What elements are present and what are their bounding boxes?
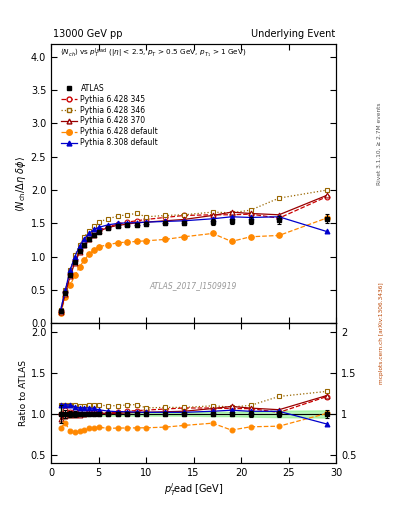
Y-axis label: Ratio to ATLAS: Ratio to ATLAS	[19, 360, 28, 426]
Text: mcplots.cern.ch [arXiv:1306.3436]: mcplots.cern.ch [arXiv:1306.3436]	[380, 282, 384, 383]
X-axis label: $p_T^l\!$ead [GeV]: $p_T^l\!$ead [GeV]	[164, 481, 223, 498]
Legend: ATLAS, Pythia 6.428 345, Pythia 6.428 346, Pythia 6.428 370, Pythia 6.428 defaul: ATLAS, Pythia 6.428 345, Pythia 6.428 34…	[61, 84, 158, 147]
Text: Rivet 3.1.10, ≥ 2.7M events: Rivet 3.1.10, ≥ 2.7M events	[377, 102, 382, 185]
Text: ATLAS_2017_I1509919: ATLAS_2017_I1509919	[150, 281, 237, 290]
Text: 13000 GeV pp: 13000 GeV pp	[53, 29, 123, 39]
Text: Underlying Event: Underlying Event	[251, 29, 335, 39]
Y-axis label: $\langle N_\mathrm{ch}/\Delta\eta\ \delta\phi\rangle$: $\langle N_\mathrm{ch}/\Delta\eta\ \delt…	[14, 156, 28, 211]
Text: $\langle N_{ch}\rangle$ vs $p_T^\mathrm{lead}$ ($|\eta|$ < 2.5, $p_T$ > 0.5 GeV,: $\langle N_{ch}\rangle$ vs $p_T^\mathrm{…	[60, 46, 246, 60]
